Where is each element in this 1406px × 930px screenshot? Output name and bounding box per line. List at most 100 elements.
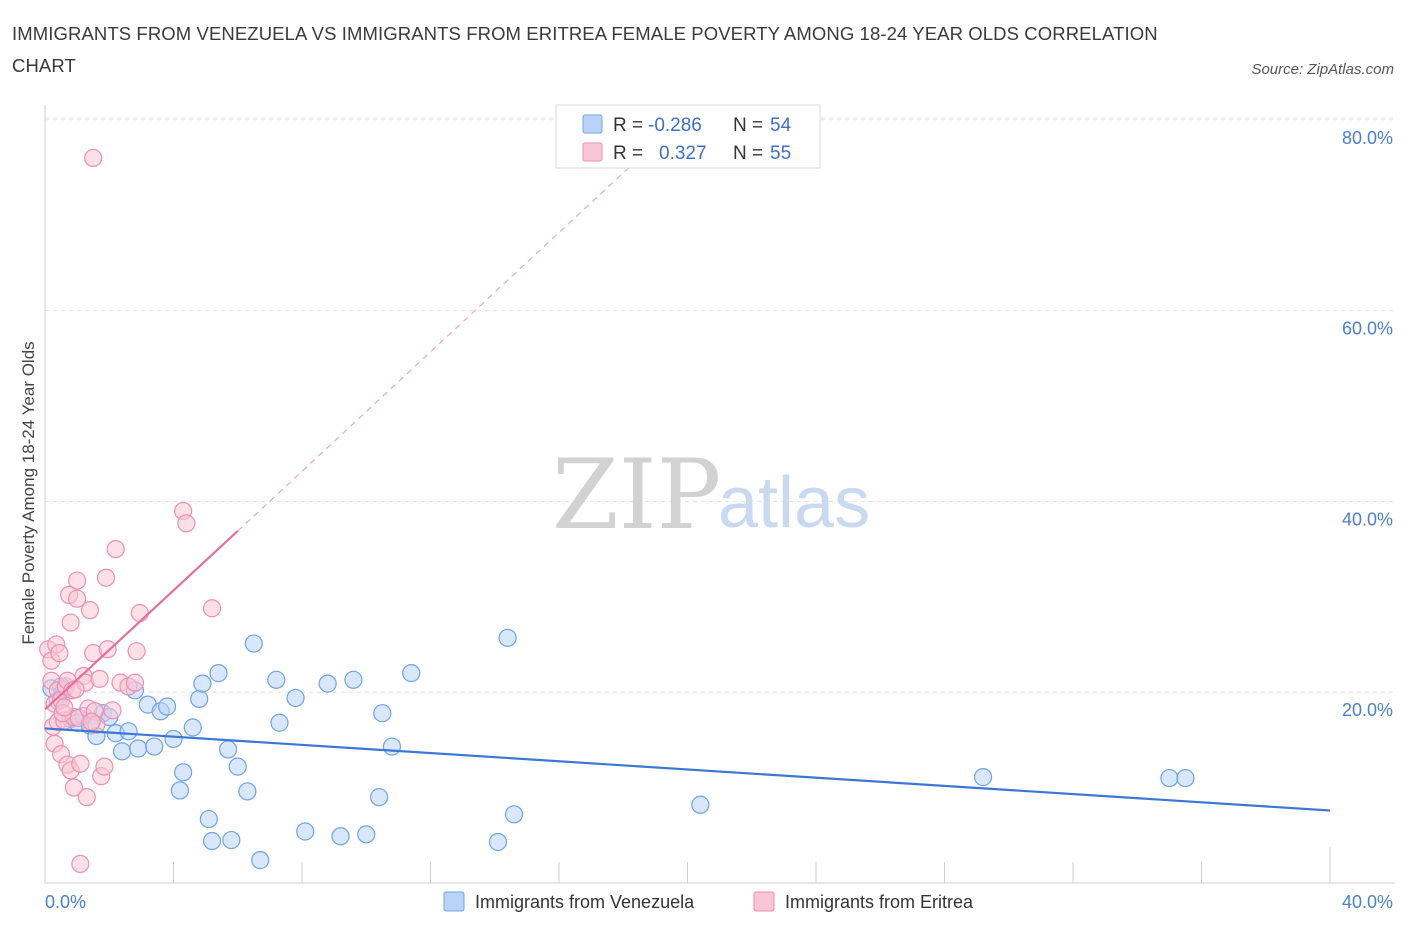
point-eritrea [61, 613, 80, 632]
x-tick-label: 0.0% [45, 892, 86, 912]
point-venezuela [119, 722, 138, 741]
point-venezuela [170, 781, 190, 800]
x-tick-labels: 0.0% 40.0% [45, 892, 1393, 912]
point-venezuela [222, 830, 241, 850]
point-venezuela [190, 689, 209, 708]
point-venezuela [691, 795, 710, 814]
point-venezuela [157, 697, 177, 716]
point-venezuela [344, 670, 363, 689]
point-eritrea [103, 701, 122, 720]
point-venezuela [244, 634, 263, 653]
point-venezuela [238, 782, 257, 801]
point-eritrea [96, 568, 116, 587]
watermark: ZIP atlas [552, 439, 870, 551]
series-legend: Immigrants from Venezuela Immigrants fro… [443, 891, 974, 912]
point-venezuela [331, 827, 350, 846]
legend-r-value-venezuela: -0.286 [648, 115, 702, 136]
point-venezuela [174, 763, 193, 782]
point-eritrea [130, 603, 149, 623]
point-venezuela [112, 742, 132, 761]
legend-n-value-eritrea: 55 [770, 143, 791, 164]
y-tick-label: 60.0% [1342, 319, 1393, 339]
watermark-zip: ZIP [552, 439, 721, 551]
trend-lines [44, 157, 1331, 812]
legend-n-value-venezuela: 54 [770, 115, 792, 136]
point-eritrea [177, 514, 196, 533]
point-venezuela [504, 805, 524, 824]
point-eritrea [68, 571, 87, 590]
point-venezuela [267, 670, 286, 689]
point-venezuela [1160, 768, 1179, 788]
point-venezuela [202, 831, 222, 851]
y-tick-label: 20.0% [1342, 700, 1393, 720]
series-legend-label-eritrea: Immigrants from Eritrea [785, 892, 974, 912]
point-venezuela [370, 788, 389, 807]
y-tick-label: 40.0% [1342, 509, 1393, 529]
point-venezuela [973, 768, 993, 787]
point-eritrea [95, 757, 114, 776]
point-eritrea [106, 539, 125, 559]
point-eritrea [71, 754, 90, 773]
point-eritrea [77, 788, 96, 807]
point-eritrea [125, 673, 145, 692]
point-venezuela [183, 718, 202, 737]
series-legend-swatch-venezuela [443, 891, 465, 912]
correlation-legend: R = -0.286 N = 54 R = 0.327 N = 55 [555, 104, 821, 169]
point-eritrea [55, 698, 74, 717]
point-eritrea [127, 642, 146, 661]
point-venezuela [1176, 768, 1195, 788]
legend-r-label-eritrea: R = [613, 143, 643, 164]
point-eritrea [82, 712, 101, 731]
legend-swatch-venezuela [582, 114, 603, 134]
legend-swatch-eritrea [582, 142, 603, 162]
point-venezuela [286, 688, 305, 708]
y-tick-labels: 20.0% 40.0% 60.0% 80.0% [1342, 128, 1393, 720]
point-venezuela [382, 737, 402, 756]
legend-r-label-venezuela: R = [613, 115, 643, 136]
point-eritrea [80, 601, 100, 620]
source-credit: Source: ZipAtlas.com [1251, 61, 1394, 78]
x-tick-label: 40.0% [1342, 892, 1393, 912]
legend-r-value-eritrea: 0.327 [659, 143, 707, 164]
point-eritrea [71, 854, 90, 874]
series-legend-swatch-eritrea [753, 891, 775, 912]
y-axis-label: Female Poverty Among 18-24 Year Olds [19, 341, 38, 644]
point-eritrea [84, 148, 103, 168]
data-points [39, 148, 1195, 874]
point-venezuela [270, 713, 289, 732]
series-legend-label-venezuela: Immigrants from Venezuela [475, 892, 695, 912]
grid-lines [45, 117, 1395, 693]
point-venezuela [296, 822, 315, 841]
point-venezuela [219, 740, 238, 759]
point-eritrea [98, 640, 117, 659]
point-venezuela [199, 809, 218, 829]
point-eritrea [64, 778, 84, 797]
point-venezuela [228, 757, 247, 776]
legend-n-label-eritrea: N = [733, 143, 763, 164]
point-eritrea [50, 643, 69, 663]
chart-title: IMMIGRANTS FROM VENEZUELA VS IMMIGRANTS … [12, 23, 1158, 76]
watermark-atlas: atlas [718, 463, 870, 543]
point-venezuela [145, 737, 164, 756]
trendline-eritrea [44, 530, 239, 711]
point-venezuela [209, 664, 228, 683]
point-venezuela [318, 674, 337, 693]
trendline-eritrea-extension [237, 157, 640, 532]
point-eritrea [66, 680, 85, 699]
point-venezuela [357, 825, 376, 844]
point-venezuela [498, 628, 517, 647]
legend-n-label-venezuela: N = [733, 115, 763, 136]
point-eritrea [68, 589, 87, 608]
point-venezuela [373, 704, 392, 723]
point-eritrea [202, 599, 222, 618]
y-tick-label: 80.0% [1342, 128, 1393, 148]
trendline-venezuela [44, 727, 1331, 812]
point-venezuela [402, 664, 421, 683]
point-venezuela [129, 739, 148, 758]
axes [44, 105, 1395, 884]
point-eritrea [90, 669, 109, 688]
point-venezuela [488, 832, 508, 852]
point-venezuela [193, 674, 212, 693]
point-venezuela [164, 729, 183, 749]
